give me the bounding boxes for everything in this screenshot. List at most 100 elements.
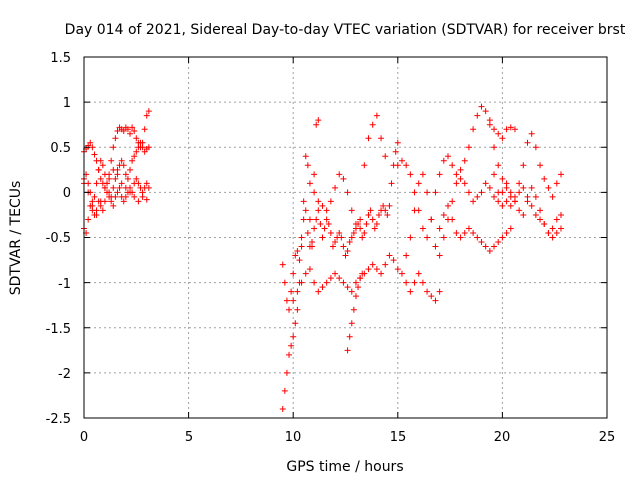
- data-point: [482, 108, 489, 115]
- data-point: [470, 126, 477, 133]
- data-point: [286, 306, 293, 313]
- data-point: [281, 387, 288, 394]
- data-point: [110, 202, 117, 209]
- data-point: [511, 126, 518, 133]
- data-point: [432, 243, 439, 250]
- data-point: [329, 243, 336, 250]
- data-point: [311, 279, 318, 286]
- data-point: [553, 216, 560, 223]
- data-point: [541, 220, 548, 227]
- data-point: [424, 234, 431, 241]
- y-tick-label-neg1.5: -1.5: [46, 322, 71, 337]
- data-point: [145, 184, 152, 191]
- data-point: [390, 257, 397, 264]
- x-tick-labels: 0 5 10 15 20 25: [80, 430, 615, 445]
- data-point: [288, 342, 295, 349]
- data-point: [319, 202, 326, 209]
- data-point: [116, 184, 123, 191]
- data-point: [461, 180, 468, 187]
- data-point: [449, 198, 456, 205]
- data-point: [365, 135, 372, 142]
- data-point: [524, 193, 531, 200]
- data-point: [449, 162, 456, 169]
- data-point: [516, 207, 523, 214]
- data-point: [365, 211, 372, 218]
- data-point: [486, 184, 493, 191]
- data-point: [380, 202, 387, 209]
- data-point: [557, 211, 564, 218]
- data-point: [516, 189, 523, 196]
- data-point: [302, 153, 309, 160]
- data-point: [507, 193, 514, 200]
- data-point: [382, 207, 389, 214]
- data-point: [373, 266, 380, 273]
- data-point: [415, 270, 422, 277]
- data-point: [398, 157, 405, 164]
- data-point: [474, 234, 481, 241]
- data-point: [507, 202, 514, 209]
- data-point: [350, 229, 357, 236]
- data-point: [486, 248, 493, 255]
- data-point: [432, 189, 439, 196]
- data-point: [537, 216, 544, 223]
- data-point: [357, 275, 364, 282]
- data-point: [541, 175, 548, 182]
- data-point: [465, 225, 472, 232]
- y-axis-label: SDTVAR / TECUs: [8, 181, 24, 296]
- data-point: [89, 202, 96, 209]
- data-point: [499, 175, 506, 182]
- data-point: [419, 171, 426, 178]
- data-point: [304, 229, 311, 236]
- data-point: [298, 279, 305, 286]
- data-point: [415, 180, 422, 187]
- data-point: [315, 117, 322, 124]
- data-point: [300, 216, 307, 223]
- data-point: [382, 153, 389, 160]
- data-point: [336, 171, 343, 178]
- data-point: [118, 157, 125, 164]
- data-point: [365, 266, 372, 273]
- data-point: [302, 270, 309, 277]
- data-point: [309, 239, 316, 246]
- data-point: [101, 184, 108, 191]
- data-point: [359, 270, 366, 277]
- data-point: [495, 198, 502, 205]
- data-point: [286, 351, 293, 358]
- data-point: [141, 126, 148, 133]
- data-point: [411, 279, 418, 286]
- data-point: [279, 405, 286, 412]
- data-point: [315, 207, 322, 214]
- data-point: [319, 234, 326, 241]
- data-point: [106, 193, 113, 200]
- data-point: [348, 207, 355, 214]
- data-point: [378, 135, 385, 142]
- data-point: [403, 279, 410, 286]
- data-point: [495, 162, 502, 169]
- data-point: [131, 193, 138, 200]
- data-point: [503, 126, 510, 133]
- data-point: [344, 347, 351, 354]
- data-point: [516, 180, 523, 187]
- data-point: [325, 220, 332, 227]
- data-point: [528, 184, 535, 191]
- data-point: [332, 270, 339, 277]
- x-tick-label-0: 0: [80, 430, 88, 445]
- plot-frame: [83, 56, 608, 419]
- data-point: [363, 220, 370, 227]
- data-point: [557, 225, 564, 232]
- data-point: [532, 144, 539, 151]
- data-point: [457, 166, 464, 173]
- data-point: [457, 175, 464, 182]
- data-point: [553, 180, 560, 187]
- data-point: [294, 306, 301, 313]
- data-point: [124, 175, 131, 182]
- data-point: [332, 184, 339, 191]
- data-point: [340, 175, 347, 182]
- data-point: [336, 275, 343, 282]
- data-point: [461, 229, 468, 236]
- data-point: [145, 108, 152, 115]
- series-trace-f: [279, 139, 401, 313]
- data-point: [99, 207, 106, 214]
- data-point: [346, 333, 353, 340]
